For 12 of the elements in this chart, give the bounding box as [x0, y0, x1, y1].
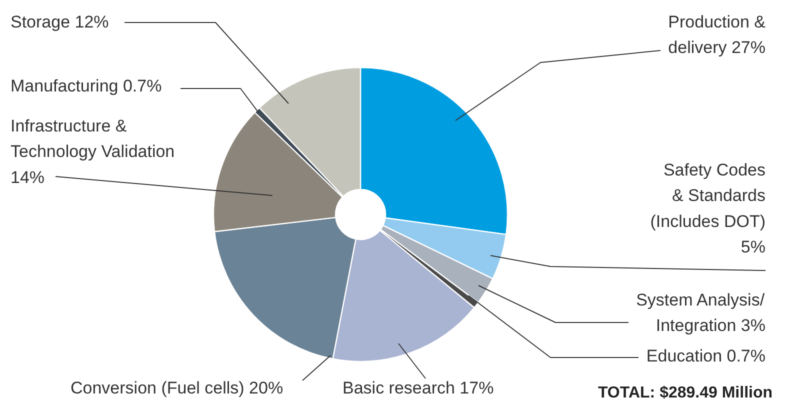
slice-label: Storage 12% [10, 12, 109, 32]
slice-label: Production & delivery 27% [668, 12, 766, 58]
slice-label: Safety Codes & Standards (Includes DOT) [650, 160, 766, 231]
slice-label: Conversion (Fuel cells) 20% [70, 378, 284, 398]
slice-label: Education 0.7% [646, 346, 766, 366]
slice-label: Manufacturing 0.7% [10, 76, 162, 96]
slice-label: Basic research 17% [342, 378, 494, 398]
data-label: 5% [740, 237, 766, 256]
slice-label: System Analysis/ Integration 3% [636, 290, 766, 336]
text: TOTAL: $289.49 Million [598, 384, 773, 402]
slice-label: Infrastructure & Technology Validation [10, 116, 175, 162]
data-label: 14% [10, 168, 45, 187]
